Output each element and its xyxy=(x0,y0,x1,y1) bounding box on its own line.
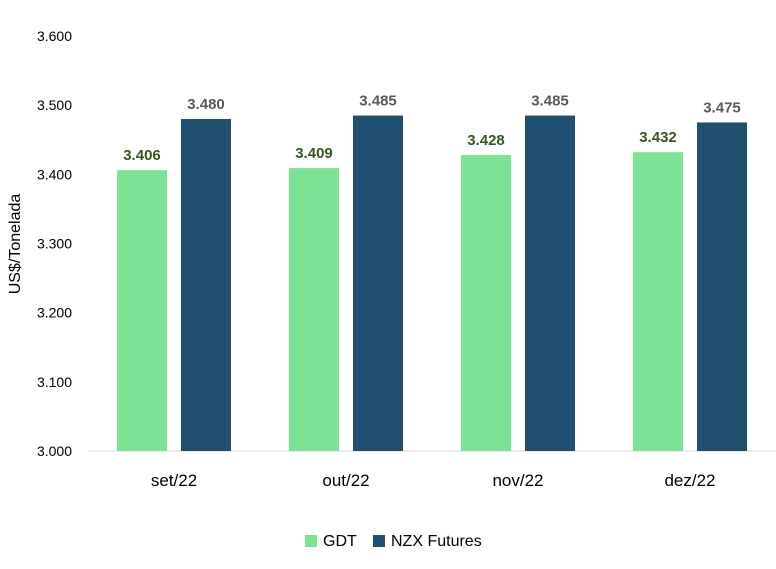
data-label: 3.432 xyxy=(639,129,677,146)
data-label: 3.409 xyxy=(295,145,333,162)
data-label: 3.406 xyxy=(123,147,161,164)
legend-swatch xyxy=(373,535,385,547)
y-tick-label: 3.100 xyxy=(37,374,72,390)
x-tick-label: out/22 xyxy=(322,471,369,490)
y-tick-label: 3.600 xyxy=(37,28,72,44)
y-tick-label: 3.200 xyxy=(37,305,72,321)
bar-nzx-futures xyxy=(697,122,747,451)
y-axis-title: US$/Tonelada xyxy=(7,194,24,295)
legend: GDT NZX Futures xyxy=(305,533,482,550)
x-tick-label: set/22 xyxy=(151,471,197,490)
y-axis-title-group: US$/Tonelada xyxy=(7,194,24,295)
x-tick-label: dez/22 xyxy=(664,471,715,490)
data-label: 3.485 xyxy=(531,93,569,110)
data-labels: 3.406 3.480 3.409 3.485 3.428 3.485 3.432 3.475 xyxy=(123,93,741,165)
bar-nzx-futures xyxy=(353,115,403,452)
data-label: 3.475 xyxy=(703,99,741,116)
y-axis-ticks: 3.000 3.100 3.200 3.300 3.400 3.500 3.600 xyxy=(37,28,72,459)
bar-gdt xyxy=(117,170,167,451)
y-tick-label: 3.300 xyxy=(37,236,72,252)
data-label: 3.480 xyxy=(187,96,225,113)
bar-nzx-futures xyxy=(181,119,231,451)
y-tick-label: 3.000 xyxy=(37,443,72,459)
bar-gdt xyxy=(633,152,683,451)
y-tick-label: 3.500 xyxy=(37,97,72,113)
bar-gdt xyxy=(289,168,339,451)
data-label: 3.485 xyxy=(359,93,397,110)
x-tick-label: nov/22 xyxy=(492,471,543,490)
bar-nzx-futures xyxy=(525,115,575,452)
data-label: 3.428 xyxy=(467,132,505,149)
x-axis-ticks: set/22 out/22 nov/22 dez/22 xyxy=(151,471,716,490)
bars xyxy=(117,115,747,452)
legend-swatch xyxy=(305,535,317,547)
legend-label: GDT xyxy=(323,533,357,550)
y-tick-label: 3.400 xyxy=(37,166,72,182)
bar-gdt xyxy=(461,154,511,451)
legend-label: NZX Futures xyxy=(391,533,482,550)
